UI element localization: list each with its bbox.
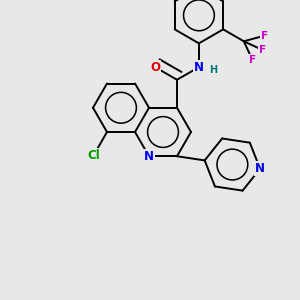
Text: O: O xyxy=(150,61,160,74)
Text: H: H xyxy=(209,65,217,75)
Text: N: N xyxy=(194,61,204,74)
Text: N: N xyxy=(144,150,154,163)
Text: N: N xyxy=(255,162,265,175)
Text: F: F xyxy=(259,45,266,55)
Text: F: F xyxy=(260,31,268,41)
Text: Cl: Cl xyxy=(87,148,100,162)
Text: F: F xyxy=(249,55,256,65)
